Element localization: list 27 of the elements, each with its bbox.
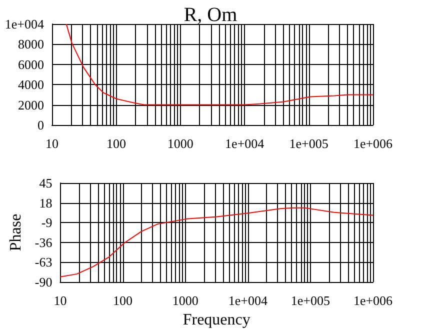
x-tick-label: 1e+006 <box>353 136 394 151</box>
x-tick-label: 10 <box>54 293 67 308</box>
y-axis-title: Phase <box>8 214 24 252</box>
x-axis-title: Frequency <box>182 311 250 328</box>
x-tick-label: 100 <box>113 293 133 308</box>
y-tick-label: 4000 <box>18 77 44 92</box>
x-tick-label: 1e+004 <box>225 136 265 151</box>
chart-title: R, Om <box>184 4 238 26</box>
x-tick-label: 1e+005 <box>289 136 328 151</box>
y-tick-label: 1e+004 <box>4 16 44 32</box>
y-tick-label: 45 <box>39 176 52 190</box>
y-tick-label: 6000 <box>18 56 44 72</box>
y-tick-label: -9 <box>41 215 52 230</box>
y-tick-label: 18 <box>39 195 52 210</box>
x-tick-label: 1e+004 <box>228 293 268 308</box>
y-tick-label: -90 <box>34 274 52 290</box>
y-tick-label: -63 <box>34 254 52 270</box>
x-tick-label: 1e+005 <box>290 293 330 308</box>
y-tick-label: -36 <box>34 234 53 250</box>
x-tick-label: 10 <box>46 136 58 151</box>
x-tick-label: 1e+006 <box>353 293 394 308</box>
x-tick-label: 1000 <box>167 136 194 151</box>
y-tick-label: 0 <box>38 118 44 132</box>
y-tick-label: 2000 <box>18 97 44 112</box>
x-tick-label: 100 <box>106 136 126 151</box>
x-tick-label: 1000 <box>172 293 198 308</box>
y-tick-label: 8000 <box>18 36 44 52</box>
